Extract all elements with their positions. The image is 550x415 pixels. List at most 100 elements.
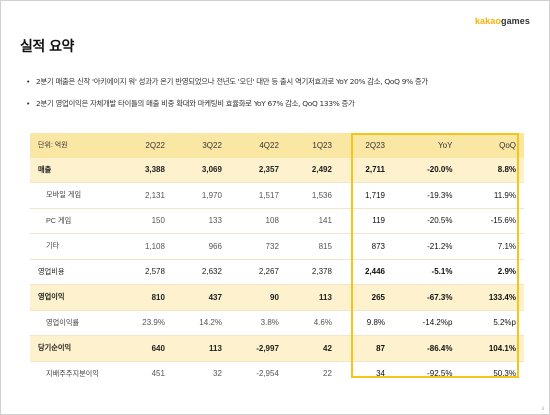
row-label: PC 게임 — [46, 215, 72, 225]
row-label: 영업이익 — [30, 284, 116, 310]
table-cell: 119 — [372, 216, 385, 226]
table-cell: 810 — [116, 284, 173, 310]
column-header: 2Q22 — [116, 133, 173, 158]
table-cell: 8.8% — [460, 157, 524, 183]
table-cell: -2,997 — [229, 335, 287, 361]
row-label: 영업이익률 — [46, 317, 80, 327]
table-cell: 23.9% — [142, 318, 165, 328]
table-cell: -21.2% — [427, 241, 453, 251]
table-cell: 1,536 — [311, 190, 332, 200]
column-header: QoQ — [460, 133, 524, 158]
page-title: 실적 요약 — [20, 39, 74, 55]
table-header-row: 단위: 억원 2Q22 3Q22 4Q22 1Q23 2Q23 YoY QoQ — [30, 133, 524, 158]
column-header: 1Q23 — [286, 133, 340, 158]
table-cell: 42 — [286, 335, 340, 361]
table-cell: 9.8% — [366, 318, 385, 328]
summary-bullets: • 2분기 매출은 신작 '아키에이지 워' 성과가 온기 반영되었으나 전년도 … — [26, 76, 536, 120]
table-cell: -19.3% — [427, 190, 453, 200]
brand-logo: kakaogames — [475, 16, 530, 26]
table-cell: 22 — [323, 369, 332, 379]
table-cell: 2,357 — [229, 157, 287, 183]
table-cell: 2,578 — [144, 267, 165, 277]
page-number: 3 — [541, 406, 544, 411]
column-header: 2Q23 — [339, 133, 393, 158]
table-cell: 873 — [371, 241, 385, 251]
table-cell: 437 — [172, 284, 230, 310]
brand-logo-games: games — [500, 16, 530, 26]
table-row: 영업이익 810 437 90 113 265 -67.3% 133.4% — [30, 284, 524, 310]
table-cell: 11.9% — [493, 190, 516, 200]
table-cell: 2,492 — [286, 157, 340, 183]
column-header: 4Q22 — [229, 133, 287, 158]
table-cell: 2,131 — [144, 190, 165, 200]
row-label: 당기순이익 — [30, 335, 116, 361]
table-row: 영업비용 2,578 2,632 2,267 2,378 2,446 -5.1% 2.9% — [30, 259, 524, 285]
table-cell: 2,446 — [364, 267, 385, 277]
table-cell: -2,954 — [256, 369, 279, 379]
bullet-text: 2분기 영업이익은 자체개발 타이틀의 매출 비중 확대와 마케팅비 효율화로 … — [36, 99, 355, 108]
bullet-text: 2분기 매출은 신작 '아키에이지 워' 성과가 온기 반영되었으나 전년도 '… — [36, 77, 428, 86]
table-cell: 732 — [265, 241, 279, 251]
table-cell: 113 — [286, 284, 340, 310]
row-label: 지배주주지분이익 — [46, 368, 99, 378]
column-header: YoY — [393, 133, 461, 158]
table-cell: 1,517 — [258, 190, 279, 200]
row-label: 모바일 게임 — [46, 190, 82, 200]
bullet-dot-icon: • — [26, 99, 31, 108]
table-cell: 2,267 — [258, 267, 279, 277]
table-cell: 2,711 — [339, 157, 393, 183]
table-cell: -5.1% — [431, 267, 453, 277]
table-cell: 7.1% — [497, 241, 516, 251]
table-cell: 34 — [376, 369, 385, 379]
table-cell: 2,378 — [311, 267, 332, 277]
table-cell: 3,388 — [116, 157, 173, 183]
row-label: 영업비용 — [38, 266, 65, 276]
table-cell: -20.0% — [393, 157, 461, 183]
table-cell: 32 — [213, 369, 222, 379]
table-cell: 265 — [339, 284, 393, 310]
table-cell: 5.2%p — [493, 318, 516, 328]
table-cell: 141 — [318, 216, 332, 226]
table-cell: 133 — [208, 216, 222, 226]
table-cell: 1,970 — [201, 190, 222, 200]
table-cell: 640 — [116, 335, 173, 361]
table-cell: 104.1% — [460, 335, 524, 361]
row-label: 매출 — [30, 157, 116, 183]
table-cell: 3,069 — [172, 157, 230, 183]
table-row: 지배주주지분이익 451 32 -2,954 22 34 -92.5% 50.3% — [30, 361, 524, 386]
table-cell: 966 — [208, 241, 222, 251]
row-label: 기타 — [46, 241, 60, 251]
column-header: 3Q22 — [172, 133, 230, 158]
table-cell: 1,108 — [144, 241, 165, 251]
table-cell: 1,719 — [364, 190, 385, 200]
table-cell: 150 — [151, 216, 165, 226]
bullet-operating-profit: • 2분기 영업이익은 자체개발 타이틀의 매출 비중 확대와 마케팅비 효율화로… — [26, 98, 536, 120]
table-cell: 14.2% — [199, 318, 222, 328]
table-cell: 3.8% — [260, 318, 279, 328]
table-row: 모바일 게임 2,131 1,970 1,517 1,536 1,719 -19.3% 11.… — [30, 183, 524, 208]
table-cell: -92.5% — [427, 369, 453, 379]
table-cell: 87 — [339, 335, 393, 361]
unit-label: 단위: 억원 — [30, 133, 116, 158]
table-cell: -20.5% — [427, 216, 453, 226]
bullet-dot-icon: • — [26, 77, 31, 86]
table-cell: 815 — [318, 241, 332, 251]
table-row: 매출 3,388 3,069 2,357 2,492 2,711 -20.0% 8.8% — [30, 157, 524, 183]
table-row: PC 게임 150 133 108 141 119 -20.5% -15.6% — [30, 208, 524, 234]
table-cell: 451 — [151, 369, 165, 379]
table-cell: 4.6% — [313, 318, 332, 328]
financial-summary-table: 단위: 억원 2Q22 3Q22 4Q22 1Q23 2Q23 YoY QoQ … — [30, 133, 524, 386]
table-cell: 2,632 — [201, 267, 222, 277]
table-row: 당기순이익 640 113 -2,997 42 87 -86.4% 104.1% — [30, 335, 524, 361]
table-cell: 2.9% — [497, 267, 516, 277]
table-cell: -86.4% — [393, 335, 461, 361]
table-row: 기타 1,108 966 732 815 873 -21.2% 7.1% — [30, 234, 524, 259]
table-cell: -67.3% — [393, 284, 461, 310]
table-cell: 90 — [229, 284, 287, 310]
table-cell: 108 — [265, 216, 279, 226]
table-cell: 50.3% — [493, 369, 516, 379]
table-cell: 113 — [172, 335, 230, 361]
table-cell: -15.6% — [490, 216, 516, 226]
brand-logo-kakao: kakao — [474, 16, 501, 26]
table-cell: 133.4% — [460, 284, 524, 310]
